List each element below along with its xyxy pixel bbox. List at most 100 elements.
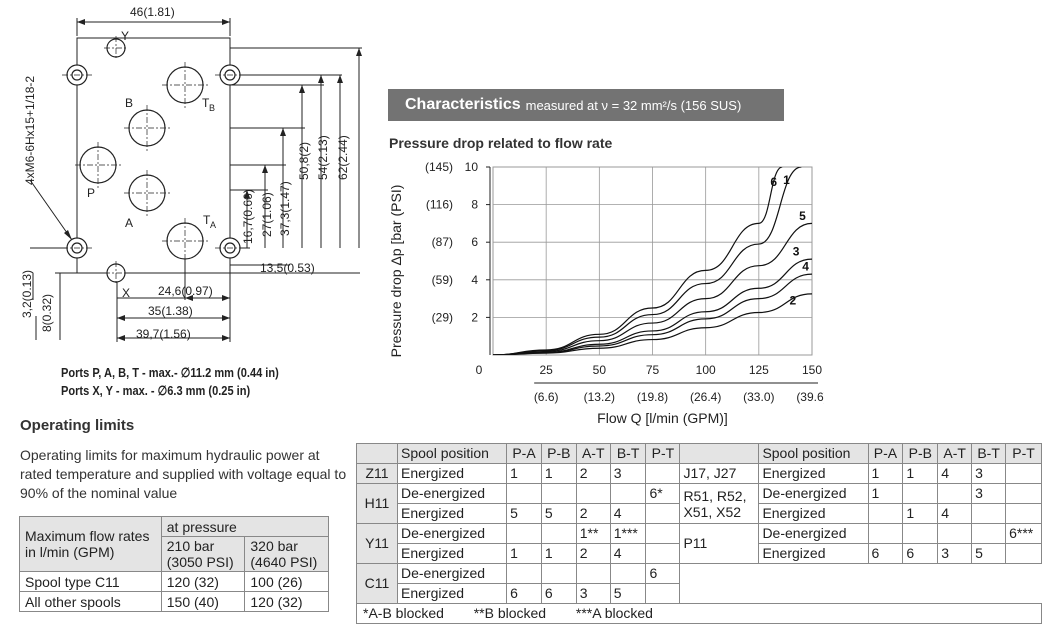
flow-row-label: All other spools bbox=[19, 591, 162, 612]
spool-pos: Energized bbox=[396, 503, 508, 524]
dim-thread: 4xM6-6Hx15+1/18-2 bbox=[23, 76, 37, 185]
spool-pos: Energized bbox=[396, 543, 508, 564]
port-label-p: P bbox=[87, 186, 95, 200]
cell-bt bbox=[971, 523, 1007, 544]
dim-v5: 54(2.13) bbox=[316, 135, 330, 180]
port-label-b: B bbox=[125, 96, 133, 110]
cell-pt bbox=[1005, 463, 1042, 484]
spool-pos: De-energized bbox=[758, 483, 869, 504]
series-line-2 bbox=[493, 293, 812, 355]
x-tick-label-gpm: (6.6) bbox=[534, 390, 559, 404]
x-tick-label: 100 bbox=[696, 363, 716, 377]
spool-col-header: B-T bbox=[609, 443, 647, 464]
series-label-2: 2 bbox=[790, 293, 797, 307]
series-line-1 bbox=[493, 167, 802, 355]
cell-pa: 6 bbox=[506, 583, 542, 604]
spool-pos: Energized bbox=[758, 463, 869, 484]
table-row: Z11 Energized 1 1 2 3 J17, J27 Energized… bbox=[356, 463, 1042, 484]
blank-cell bbox=[679, 563, 1042, 604]
port-label-y: Y bbox=[121, 29, 129, 43]
spool-col-empty bbox=[356, 443, 398, 464]
port-tb-circle bbox=[166, 66, 204, 104]
spool-col-header: A-T bbox=[575, 443, 611, 464]
spool-pos: Energized bbox=[758, 543, 869, 564]
plate-outline bbox=[76, 37, 231, 274]
cell-at: 3 bbox=[937, 543, 973, 564]
spool-pos: Energized bbox=[758, 503, 869, 524]
spool-col-header: P-T bbox=[645, 443, 681, 464]
series-label-6: 6 bbox=[770, 175, 777, 189]
y-tick-label: 8 bbox=[471, 198, 478, 212]
spool-curve-table: Spool position P-A P-B A-T B-T P-T Spool… bbox=[356, 443, 1042, 624]
footnote-3: ***A blocked bbox=[575, 605, 653, 621]
cell-pb: 1 bbox=[902, 463, 939, 484]
cell-pa: 1 bbox=[506, 463, 542, 484]
flow-row-label: Spool type C11 bbox=[19, 571, 162, 592]
spool-pos: De-energized bbox=[758, 523, 869, 544]
y-tick-label: 4 bbox=[471, 273, 478, 287]
series-label-4: 4 bbox=[802, 260, 809, 274]
flow-table-row-header: Maximum flow rates in l/min (GPM) bbox=[19, 516, 162, 572]
spool-col-header: A-T bbox=[937, 443, 973, 464]
x-tick-label: 75 bbox=[646, 363, 660, 377]
y-tick-label-psi: (87) bbox=[432, 235, 453, 249]
x-tick-label: 150 bbox=[802, 363, 822, 377]
spool-name: R51, R52, X51, X52 bbox=[679, 483, 760, 524]
y-tick-label-psi: (116) bbox=[426, 198, 453, 212]
footnote-row: *A-B blocked **B blocked ***A blocked bbox=[356, 603, 1042, 624]
cell-at bbox=[937, 523, 973, 544]
y-tick-label: 6 bbox=[471, 235, 478, 249]
cell-bt bbox=[609, 483, 647, 504]
flow-table-col2: 320 bar (4640 PSI) bbox=[244, 536, 329, 572]
cell-pt: 6 bbox=[645, 563, 681, 584]
table-row: Energized 6 6 3 5 bbox=[357, 583, 1042, 604]
y-tick-label-psi: (59) bbox=[432, 273, 453, 287]
cell-pb bbox=[902, 523, 939, 544]
cell-at: 1** bbox=[575, 523, 611, 544]
port-b-circle bbox=[128, 109, 166, 147]
cell-pt bbox=[645, 523, 681, 544]
port-label-x: X bbox=[122, 286, 130, 300]
x-tick-label-gpm: (26.4) bbox=[690, 390, 721, 404]
spool-col-empty bbox=[679, 443, 760, 464]
port-label-ta-sub: A bbox=[210, 220, 216, 230]
operating-limits-description: Operating limits for maximum hydraulic p… bbox=[20, 447, 347, 501]
y-tick-label-psi: (145) bbox=[425, 160, 453, 174]
spool-col-header: P-A bbox=[867, 443, 904, 464]
characteristics-title: Characteristics bbox=[405, 96, 521, 113]
dim-v3: 37,3(1.47) bbox=[278, 181, 292, 236]
spool-name: H11 bbox=[356, 483, 398, 524]
flow-row-v1: 120 (32) bbox=[160, 571, 246, 592]
cell-bt: 3 bbox=[971, 463, 1007, 484]
spool-col-header: B-T bbox=[971, 443, 1007, 464]
cell-pb: 1 bbox=[540, 543, 577, 564]
flow-table-group-header: at pressure bbox=[160, 516, 330, 537]
x-tick-label-gpm: (39.6) bbox=[796, 390, 824, 404]
cell-pb bbox=[540, 483, 577, 504]
spool-pos: De-energized bbox=[396, 483, 508, 504]
cell-pt bbox=[645, 543, 681, 564]
x-tick-label: 25 bbox=[539, 363, 553, 377]
cell-pt bbox=[645, 583, 681, 604]
spool-name: C11 bbox=[356, 563, 398, 604]
x-tick-label: 50 bbox=[593, 363, 607, 377]
characteristics-subtitle: measured at ν = 32 mm²/s (156 SUS) bbox=[525, 97, 742, 113]
table-row: H11 De-energized 6* R51, R52, X51, X52 D… bbox=[356, 483, 1042, 524]
spool-pos: De-energized bbox=[396, 563, 508, 584]
cell-pb bbox=[540, 523, 577, 544]
spool-name: P11 bbox=[679, 523, 760, 564]
cell-bt: 3 bbox=[971, 483, 1007, 504]
port-label-tb-sub: B bbox=[209, 103, 215, 113]
spool-col-header: Spool position bbox=[758, 443, 869, 464]
spool-col-header: P-B bbox=[902, 443, 939, 464]
x-tick-label: 0 bbox=[476, 363, 483, 377]
dim-left2: 8(0.32) bbox=[40, 294, 54, 332]
spool-col-header: Spool position bbox=[396, 443, 508, 464]
table-row: C11 De-energized 6 bbox=[356, 563, 1042, 604]
dim-top: 46(1.81) bbox=[130, 5, 175, 19]
cell-pa bbox=[867, 503, 904, 524]
port-a-circle bbox=[128, 174, 166, 212]
ports-note: Ports P, A, B, T - max.- ∅11.2 mm (0.44 … bbox=[61, 364, 279, 400]
chart-svg: 2(29)4(59)6(87)8(116)10(145)0 25(6.6)50(1… bbox=[388, 160, 828, 426]
dim-v4: 50,8(2) bbox=[297, 142, 311, 180]
